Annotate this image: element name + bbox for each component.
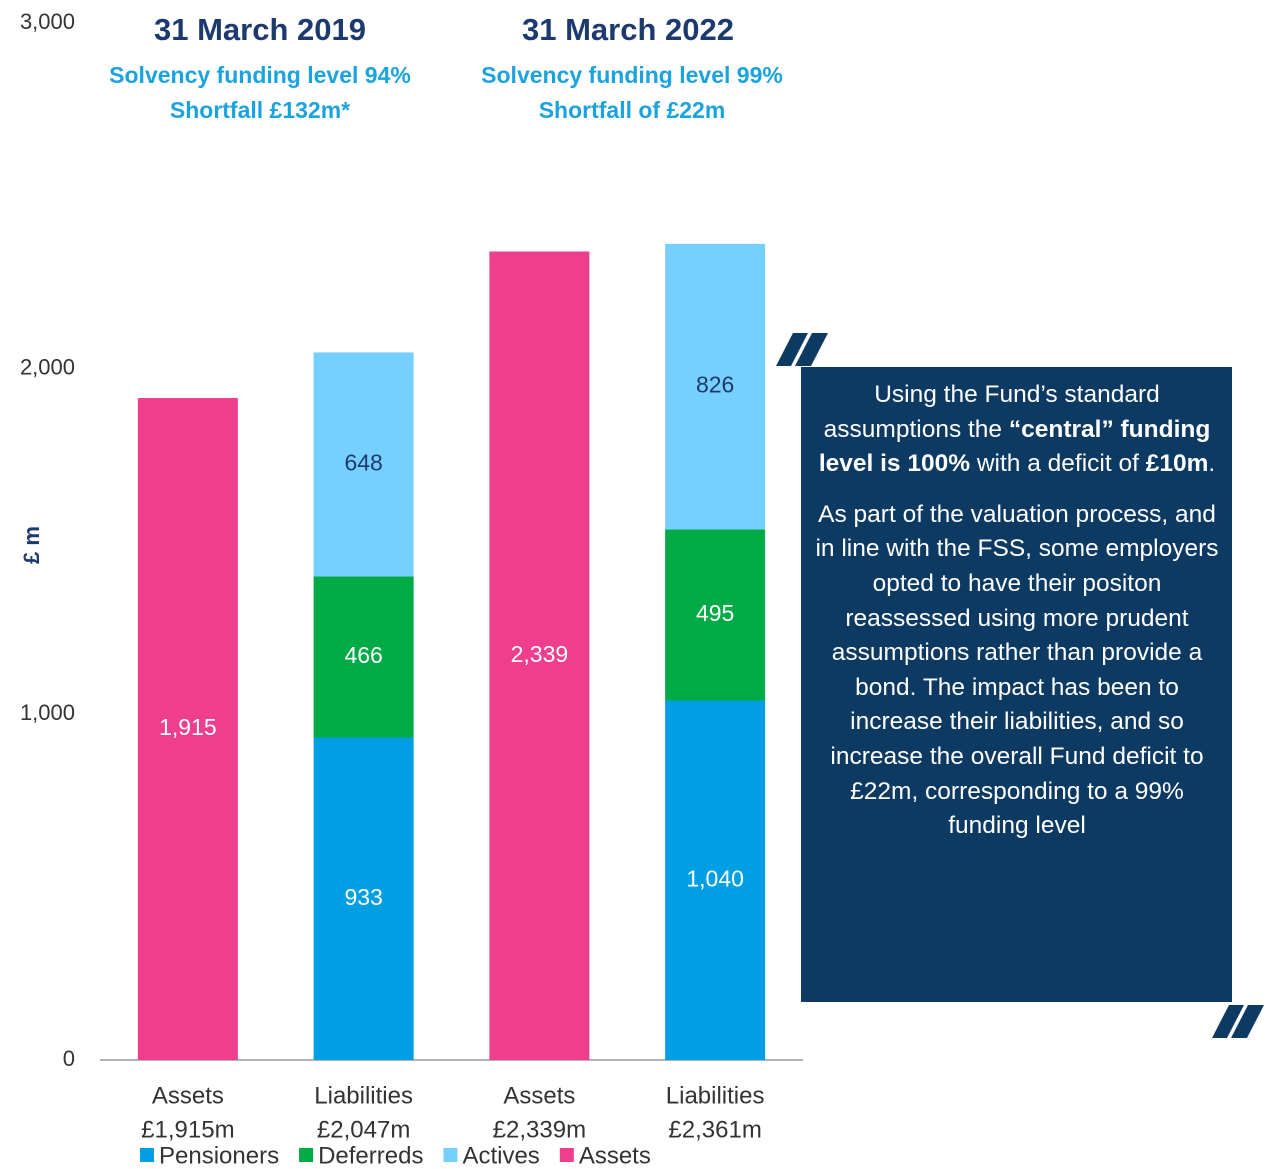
note-run: “central” funding level is 100%: [818, 415, 1211, 478]
bar-segment: [313, 576, 414, 738]
x-tick-label: Assets: [503, 1082, 575, 1109]
x-tick-label: Liabilities: [666, 1082, 765, 1109]
legend-swatch: [443, 1148, 458, 1162]
data-label: 826: [696, 372, 734, 398]
y-tick-label: 2,000: [20, 354, 75, 379]
bar-segment: [313, 737, 414, 1060]
bar-segment: [665, 700, 766, 1060]
legend-swatch: [140, 1148, 154, 1162]
data-label: 1,040: [686, 865, 744, 891]
x-tick-label: £2,361m: [668, 1116, 761, 1143]
y-tick-label: 1,000: [20, 700, 75, 725]
data-label: 466: [344, 642, 382, 668]
x-tick-label: £2,047m: [317, 1116, 410, 1143]
heading: 31 March 2019: [154, 12, 366, 47]
note-run: As part of the valuation process, and in…: [815, 500, 1219, 840]
note-paragraph: As part of the valuation process, and in…: [812, 498, 1222, 844]
heading: 31 March 2022: [522, 12, 734, 47]
data-label: 495: [696, 600, 734, 626]
quote-mark: [1212, 1005, 1244, 1038]
data-label: 933: [344, 884, 382, 910]
legend-label: Deferreds: [318, 1142, 423, 1169]
bar-segment: [665, 243, 766, 530]
x-tick-label: £2,339m: [493, 1116, 586, 1143]
quote-mark: [795, 333, 828, 366]
x-tick-label: Liabilities: [314, 1082, 413, 1109]
data-label: 648: [344, 449, 382, 475]
quote-mark: [1231, 1005, 1264, 1038]
legend-label: Pensioners: [159, 1142, 279, 1169]
note-run: .: [1208, 450, 1216, 478]
note-run: £10m: [1145, 450, 1209, 478]
y-axis-label: £ m: [19, 526, 44, 564]
x-tick-label: £1,915m: [141, 1116, 234, 1143]
subheading: Solvency funding level 94%: [109, 62, 411, 88]
bar-segment: [313, 352, 414, 577]
legend-label: Actives: [462, 1142, 539, 1169]
note-box: [801, 367, 1232, 1002]
data-label: 2,339: [511, 641, 569, 667]
bar-segment: [489, 251, 590, 1061]
note-text: Using the Fund’s standard assumptions th…: [812, 378, 1222, 860]
note-run: Using the Fund’s standard assumptions th…: [823, 381, 1160, 443]
data-label: 1,915: [159, 714, 217, 740]
legend-label: Assets: [579, 1142, 651, 1169]
note-run: with a deficit of: [970, 450, 1146, 478]
legend-swatch: [299, 1148, 314, 1162]
subheading: Solvency funding level 99%: [481, 62, 783, 88]
y-tick-label: 3,000: [20, 9, 75, 34]
note-paragraph: Using the Fund’s standard assumptions th…: [812, 378, 1222, 482]
x-tick-label: Assets: [152, 1082, 224, 1109]
bar-segment: [137, 398, 238, 1060]
subheading: Shortfall of £22m: [539, 97, 726, 123]
bar-segment: [665, 529, 766, 701]
legend-swatch: [559, 1148, 574, 1162]
y-tick-label: 0: [63, 1046, 75, 1071]
quote-mark: [776, 333, 808, 366]
subheading: Shortfall £132m*: [170, 97, 350, 123]
